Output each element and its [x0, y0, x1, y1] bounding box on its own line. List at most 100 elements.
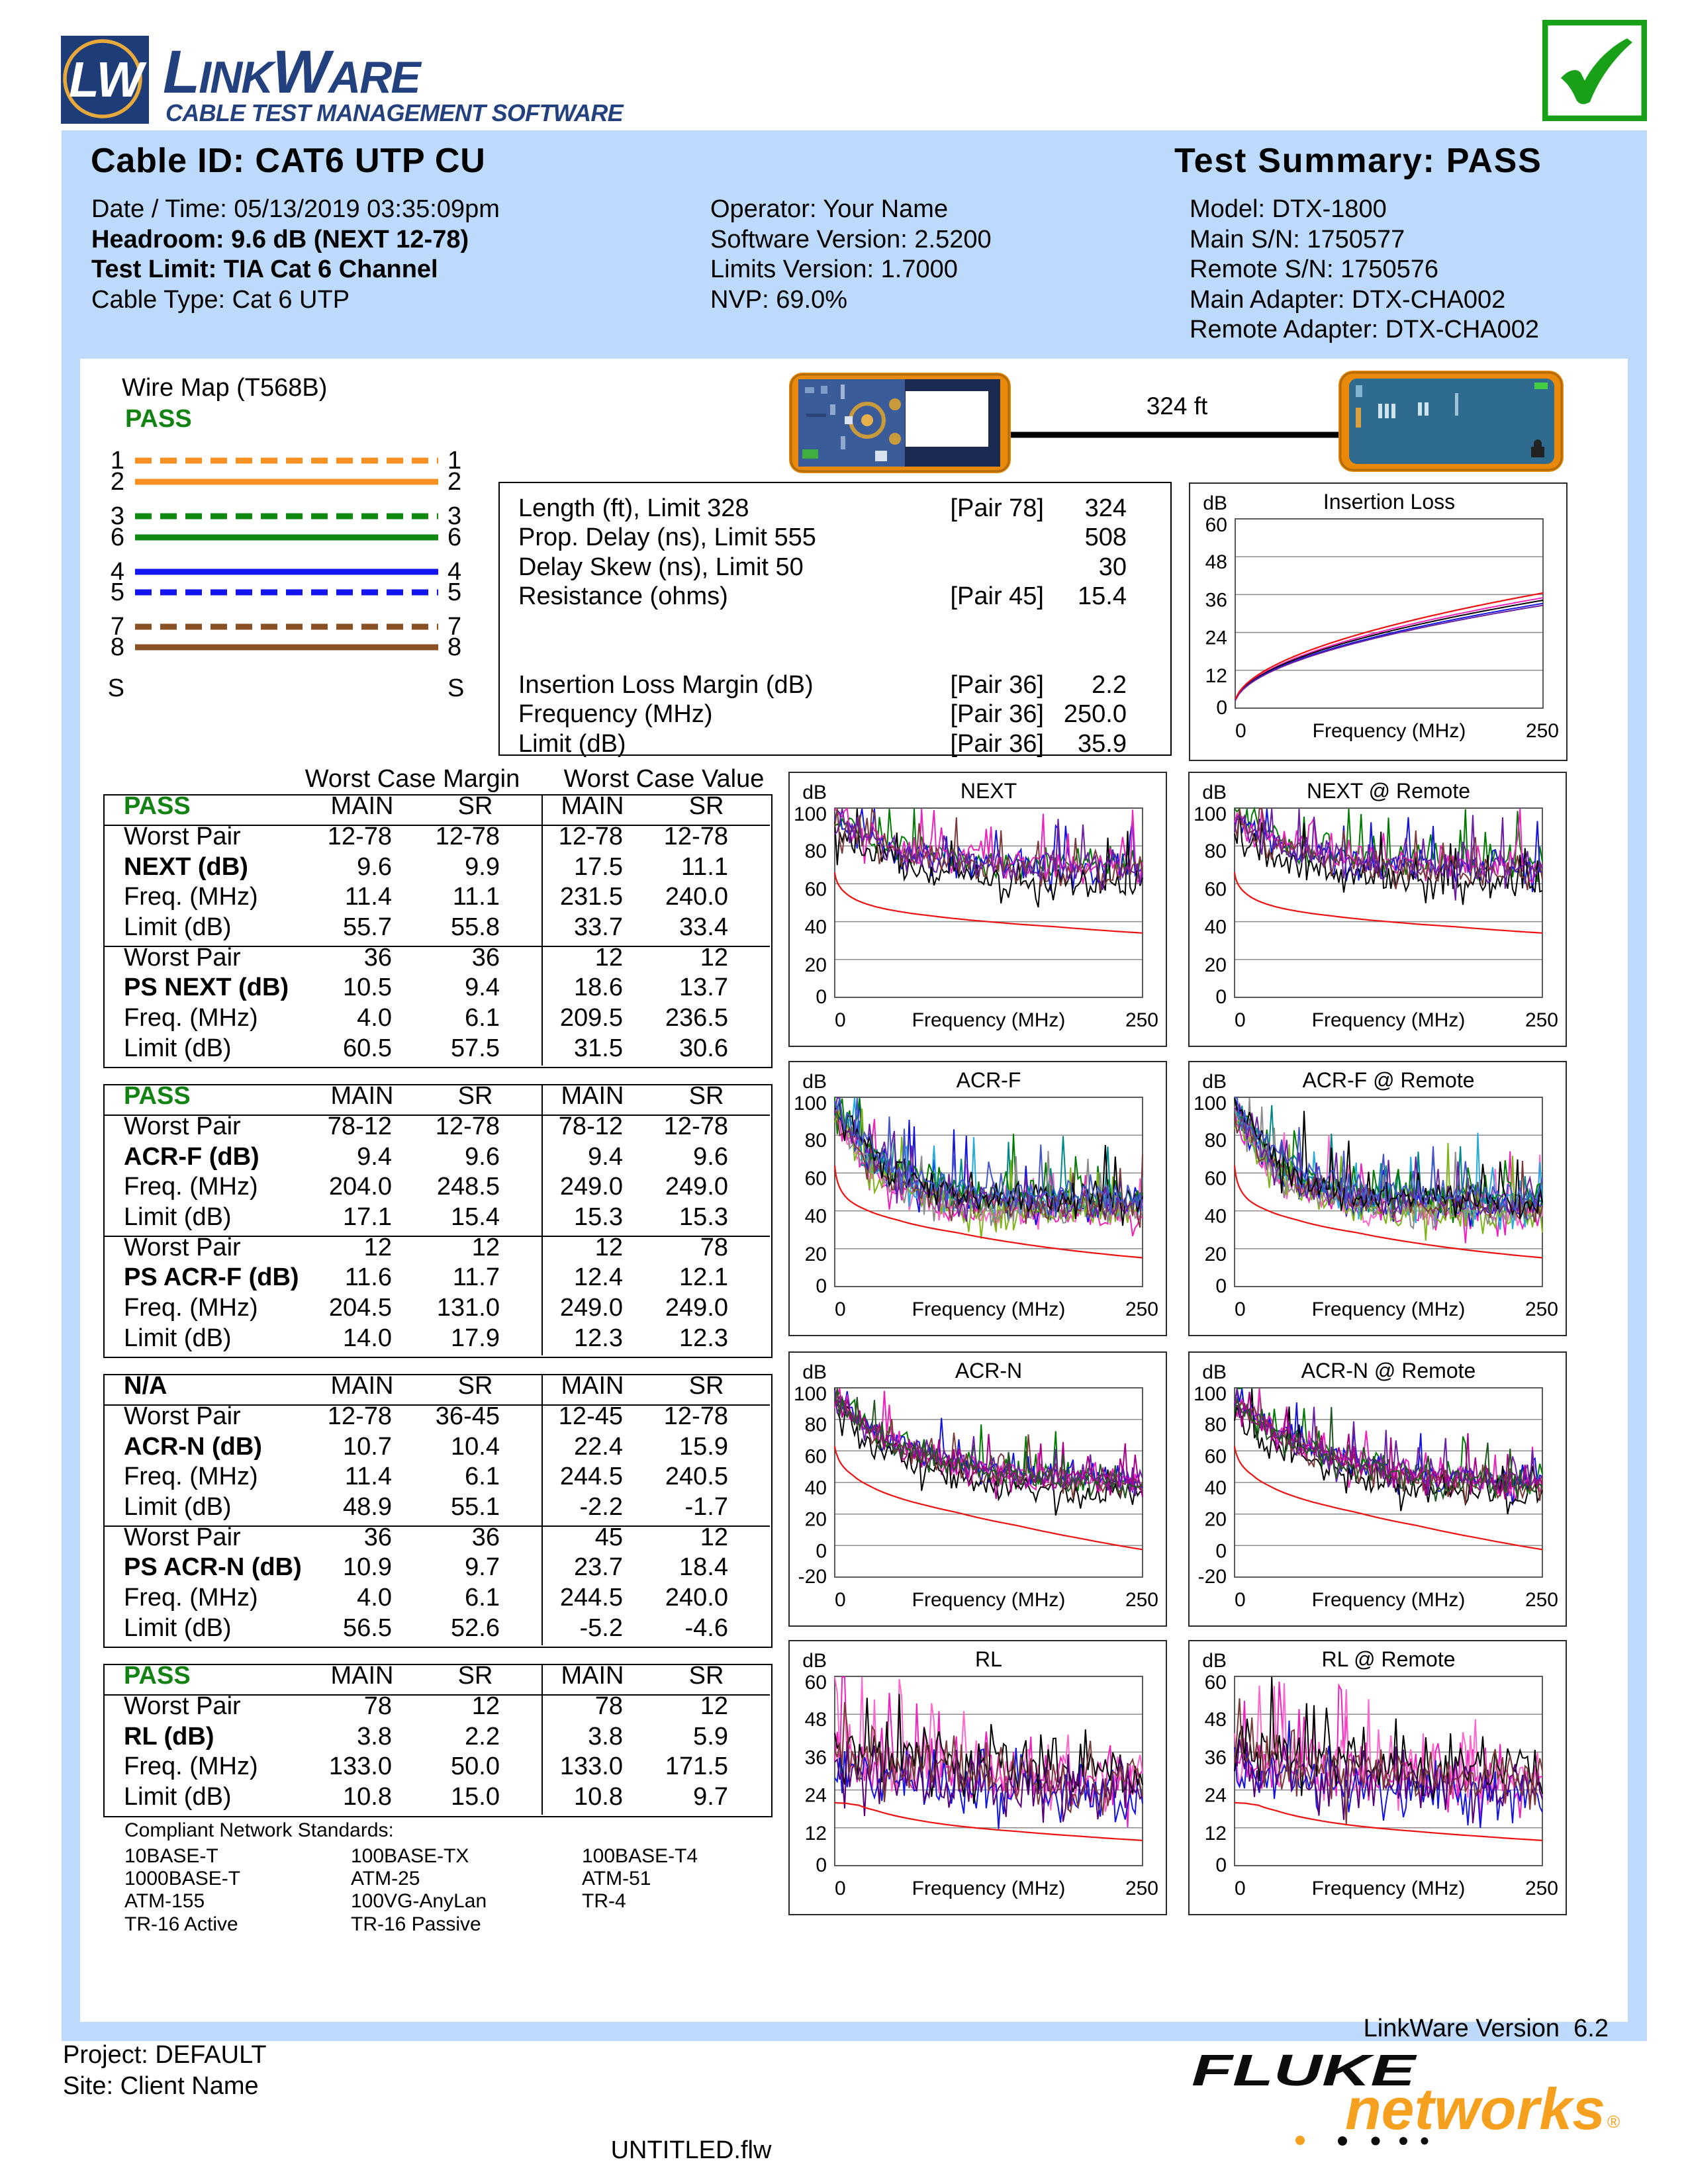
svg-text:Frequency (MHz): Frequency (MHz) [912, 1589, 1066, 1611]
svg-text:100: 100 [794, 803, 827, 825]
svg-text:0: 0 [1235, 1298, 1246, 1320]
svg-text:®: ® [1607, 2112, 1620, 2132]
svg-text:20: 20 [1205, 1244, 1227, 1265]
svg-text:FLUKE: FLUKE [1192, 2046, 1417, 2095]
svg-text:dB: dB [1203, 492, 1227, 514]
svg-text:Frequency (MHz): Frequency (MHz) [1313, 720, 1466, 742]
svg-text:ACR-F @ Remote: ACR-F @ Remote [1302, 1068, 1474, 1092]
svg-text:0: 0 [1215, 1854, 1227, 1876]
svg-text:dB: dB [1202, 782, 1227, 803]
svg-text:dB: dB [1202, 1650, 1227, 1672]
svg-text:250: 250 [1125, 1878, 1158, 1899]
svg-text:Insertion Loss: Insertion Loss [1323, 490, 1455, 514]
svg-text:250: 250 [1125, 1009, 1158, 1031]
svg-text:48: 48 [1205, 1709, 1227, 1731]
svg-text:RL @ Remote: RL @ Remote [1321, 1647, 1455, 1671]
svg-text:0: 0 [1216, 697, 1227, 719]
svg-text:20: 20 [805, 954, 827, 976]
svg-text:0: 0 [816, 1854, 827, 1876]
svg-text:40: 40 [805, 917, 827, 938]
svg-text:24: 24 [805, 1785, 827, 1807]
svg-text:0: 0 [835, 1009, 846, 1031]
svg-text:250: 250 [1525, 1298, 1558, 1320]
svg-text:20: 20 [1205, 1509, 1227, 1531]
svg-text:-20: -20 [1198, 1566, 1227, 1588]
svg-text:60: 60 [1205, 1167, 1227, 1189]
svg-text:60: 60 [805, 1672, 827, 1694]
svg-text:80: 80 [1205, 841, 1227, 862]
svg-text:0: 0 [1235, 1009, 1246, 1031]
svg-text:dB: dB [1202, 1071, 1227, 1093]
svg-text:60: 60 [1205, 514, 1227, 536]
svg-text:80: 80 [1205, 1414, 1227, 1436]
svg-text:dB: dB [802, 1650, 827, 1672]
svg-text:ACR-N @ Remote: ACR-N @ Remote [1301, 1359, 1476, 1383]
svg-text:0: 0 [1215, 1540, 1227, 1562]
svg-text:48: 48 [805, 1709, 827, 1731]
svg-text:dB: dB [802, 1361, 827, 1383]
svg-text:80: 80 [805, 1130, 827, 1152]
svg-text:0: 0 [816, 1540, 827, 1562]
svg-text:40: 40 [1205, 917, 1227, 938]
svg-text:60: 60 [1205, 1672, 1227, 1694]
svg-text:60: 60 [805, 1167, 827, 1189]
svg-text:Frequency (MHz): Frequency (MHz) [912, 1009, 1066, 1031]
svg-text:60: 60 [805, 878, 827, 900]
svg-text:Frequency (MHz): Frequency (MHz) [1312, 1878, 1466, 1899]
svg-text:250: 250 [1125, 1298, 1158, 1320]
svg-text:dB: dB [1202, 1361, 1227, 1383]
svg-text:0: 0 [835, 1878, 846, 1899]
svg-text:60: 60 [1205, 1445, 1227, 1467]
svg-text:12: 12 [1205, 665, 1227, 687]
svg-text:250: 250 [1526, 720, 1559, 742]
svg-text:60: 60 [1205, 878, 1227, 900]
svg-text:-20: -20 [798, 1566, 827, 1588]
svg-text:networks: networks [1345, 2076, 1605, 2142]
svg-text:0: 0 [1215, 1275, 1227, 1297]
svg-text:Frequency (MHz): Frequency (MHz) [912, 1298, 1066, 1320]
svg-text:Frequency (MHz): Frequency (MHz) [1312, 1298, 1466, 1320]
svg-text:0: 0 [1235, 1878, 1246, 1899]
svg-text:NEXT: NEXT [961, 779, 1017, 803]
svg-text:0: 0 [1215, 986, 1227, 1008]
svg-text:250: 250 [1525, 1589, 1558, 1611]
svg-text:100: 100 [1194, 803, 1227, 825]
svg-text:Frequency (MHz): Frequency (MHz) [912, 1878, 1066, 1899]
svg-text:100: 100 [1194, 1093, 1227, 1115]
svg-text:40: 40 [1205, 1477, 1227, 1499]
svg-text:40: 40 [1205, 1206, 1227, 1228]
svg-text:Frequency (MHz): Frequency (MHz) [1312, 1009, 1466, 1031]
svg-text:80: 80 [1205, 1130, 1227, 1152]
svg-text:NEXT @ Remote: NEXT @ Remote [1307, 779, 1470, 803]
svg-text:100: 100 [1194, 1383, 1227, 1405]
svg-text:36: 36 [1205, 589, 1227, 611]
svg-text:80: 80 [805, 1414, 827, 1436]
svg-text:36: 36 [1205, 1747, 1227, 1768]
svg-text:250: 250 [1125, 1589, 1158, 1611]
svg-text:24: 24 [1205, 627, 1227, 649]
svg-text:60: 60 [805, 1445, 827, 1467]
svg-text:40: 40 [805, 1477, 827, 1499]
svg-text:dB: dB [802, 1071, 827, 1093]
svg-text:0: 0 [816, 1275, 827, 1297]
svg-text:250: 250 [1525, 1878, 1558, 1899]
svg-text:20: 20 [805, 1244, 827, 1265]
svg-text:20: 20 [1205, 954, 1227, 976]
svg-text:80: 80 [805, 841, 827, 862]
svg-text:0: 0 [1235, 1589, 1246, 1611]
svg-text:48: 48 [1205, 551, 1227, 573]
svg-text:24: 24 [1205, 1785, 1227, 1807]
svg-text:0: 0 [1235, 720, 1246, 742]
svg-text:250: 250 [1525, 1009, 1558, 1031]
svg-text:100: 100 [794, 1093, 827, 1115]
svg-text:36: 36 [805, 1747, 827, 1768]
svg-text:40: 40 [805, 1206, 827, 1228]
svg-text:0: 0 [816, 986, 827, 1008]
svg-text:ACR-N: ACR-N [955, 1359, 1022, 1383]
svg-text:100: 100 [794, 1383, 827, 1405]
svg-text:ACR-F: ACR-F [957, 1068, 1021, 1092]
svg-text:0: 0 [835, 1298, 846, 1320]
svg-text:RL: RL [975, 1647, 1002, 1671]
svg-text:12: 12 [1205, 1823, 1227, 1844]
svg-text:LW: LW [69, 52, 148, 107]
